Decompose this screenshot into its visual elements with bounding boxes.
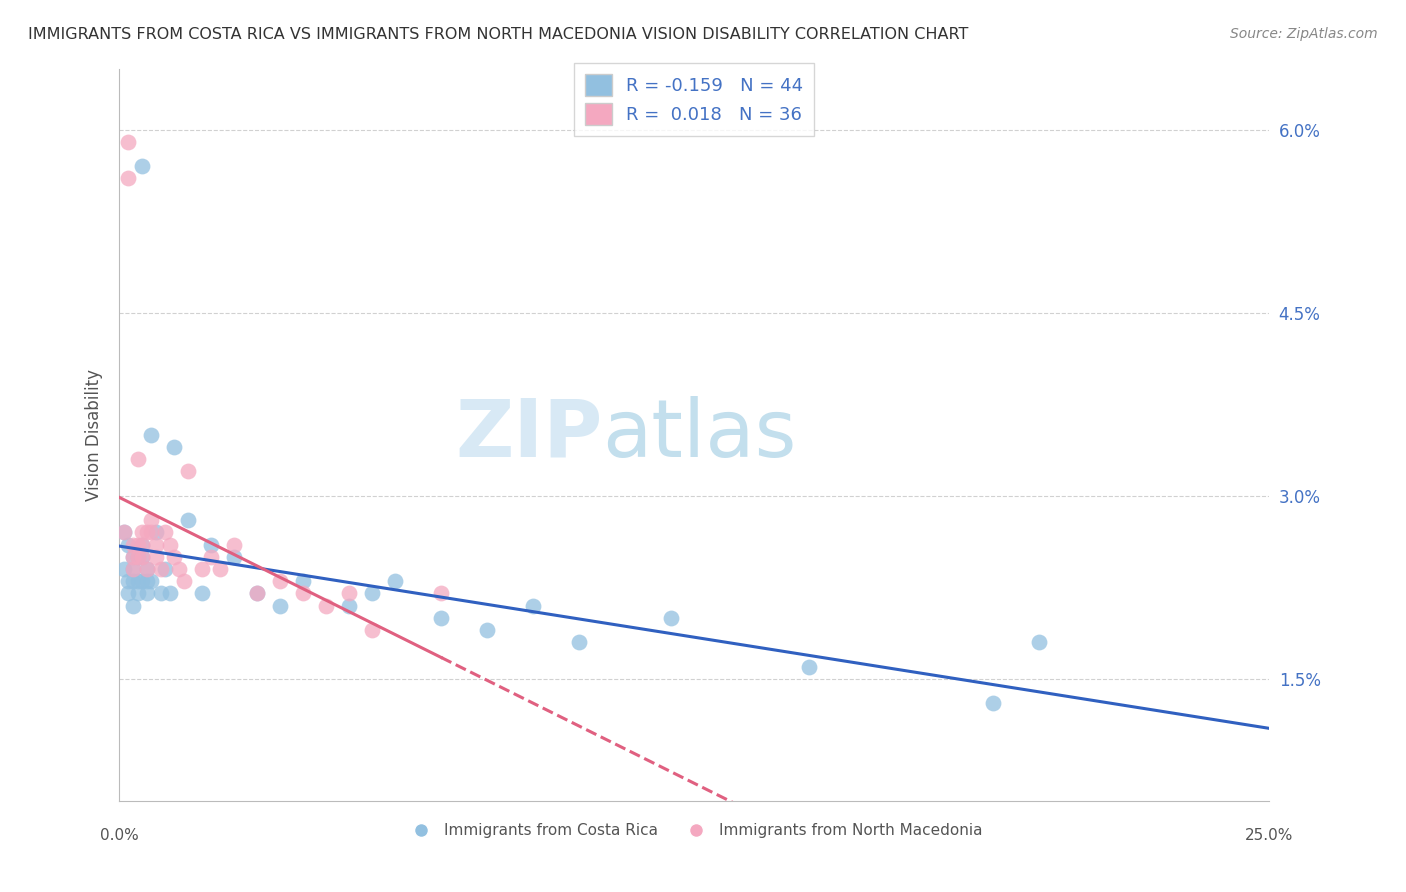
Point — [135, 562, 157, 576]
Point — [117, 574, 139, 589]
Point — [269, 599, 291, 613]
Text: IMMIGRANTS FROM COSTA RICA VS IMMIGRANTS FROM NORTH MACEDONIA VISION DISABILITY : IMMIGRANTS FROM COSTA RICA VS IMMIGRANTS… — [28, 27, 969, 42]
Point — [131, 159, 153, 173]
Point — [112, 525, 135, 540]
Point — [155, 562, 177, 576]
Point — [159, 586, 181, 600]
Point — [167, 562, 190, 576]
Point — [191, 586, 214, 600]
Point — [149, 586, 172, 600]
Point — [475, 623, 498, 637]
Point — [122, 562, 145, 576]
Point — [135, 525, 157, 540]
Point — [131, 549, 153, 564]
Point — [209, 562, 232, 576]
Point — [112, 525, 135, 540]
Point — [131, 525, 153, 540]
Point — [191, 562, 214, 576]
Point — [659, 611, 682, 625]
Point — [141, 427, 163, 442]
Point — [315, 599, 337, 613]
Point — [163, 440, 186, 454]
Point — [292, 586, 315, 600]
Point — [141, 525, 163, 540]
Text: atlas: atlas — [602, 396, 797, 474]
Point — [131, 537, 153, 551]
Point — [122, 537, 145, 551]
Point — [246, 586, 269, 600]
Point — [224, 537, 246, 551]
Point — [159, 537, 181, 551]
Point — [131, 549, 153, 564]
Point — [430, 586, 453, 600]
Point — [361, 586, 384, 600]
Point — [131, 537, 153, 551]
Point — [122, 562, 145, 576]
Point — [200, 537, 222, 551]
Point — [127, 586, 149, 600]
Point — [135, 586, 157, 600]
Point — [145, 525, 167, 540]
Point — [112, 562, 135, 576]
Point — [135, 562, 157, 576]
Point — [981, 696, 1004, 710]
Point — [797, 659, 820, 673]
Point — [117, 537, 139, 551]
Text: 0.0%: 0.0% — [100, 828, 139, 843]
Point — [135, 574, 157, 589]
Point — [149, 562, 172, 576]
Legend: Immigrants from Costa Rica, Immigrants from North Macedonia: Immigrants from Costa Rica, Immigrants f… — [399, 817, 988, 845]
Point — [269, 574, 291, 589]
Point — [177, 513, 200, 527]
Point — [117, 171, 139, 186]
Point — [122, 549, 145, 564]
Point — [163, 549, 186, 564]
Point — [224, 549, 246, 564]
Point — [177, 464, 200, 478]
Point — [1028, 635, 1050, 649]
Point — [145, 549, 167, 564]
Point — [141, 513, 163, 527]
Point — [292, 574, 315, 589]
Point — [200, 549, 222, 564]
Point — [127, 549, 149, 564]
Point — [337, 586, 360, 600]
Point — [127, 549, 149, 564]
Text: Source: ZipAtlas.com: Source: ZipAtlas.com — [1230, 27, 1378, 41]
Point — [430, 611, 453, 625]
Point — [361, 623, 384, 637]
Point — [131, 574, 153, 589]
Point — [384, 574, 406, 589]
Point — [117, 135, 139, 149]
Point — [141, 574, 163, 589]
Point — [127, 574, 149, 589]
Point — [246, 586, 269, 600]
Point — [337, 599, 360, 613]
Point — [173, 574, 195, 589]
Point — [122, 574, 145, 589]
Point — [568, 635, 591, 649]
Point — [117, 586, 139, 600]
Point — [122, 599, 145, 613]
Point — [522, 599, 544, 613]
Y-axis label: Vision Disability: Vision Disability — [86, 368, 103, 500]
Text: ZIP: ZIP — [456, 396, 602, 474]
Point — [127, 537, 149, 551]
Point — [155, 525, 177, 540]
Point — [145, 537, 167, 551]
Text: 25.0%: 25.0% — [1244, 828, 1294, 843]
Point — [122, 549, 145, 564]
Point — [127, 452, 149, 467]
